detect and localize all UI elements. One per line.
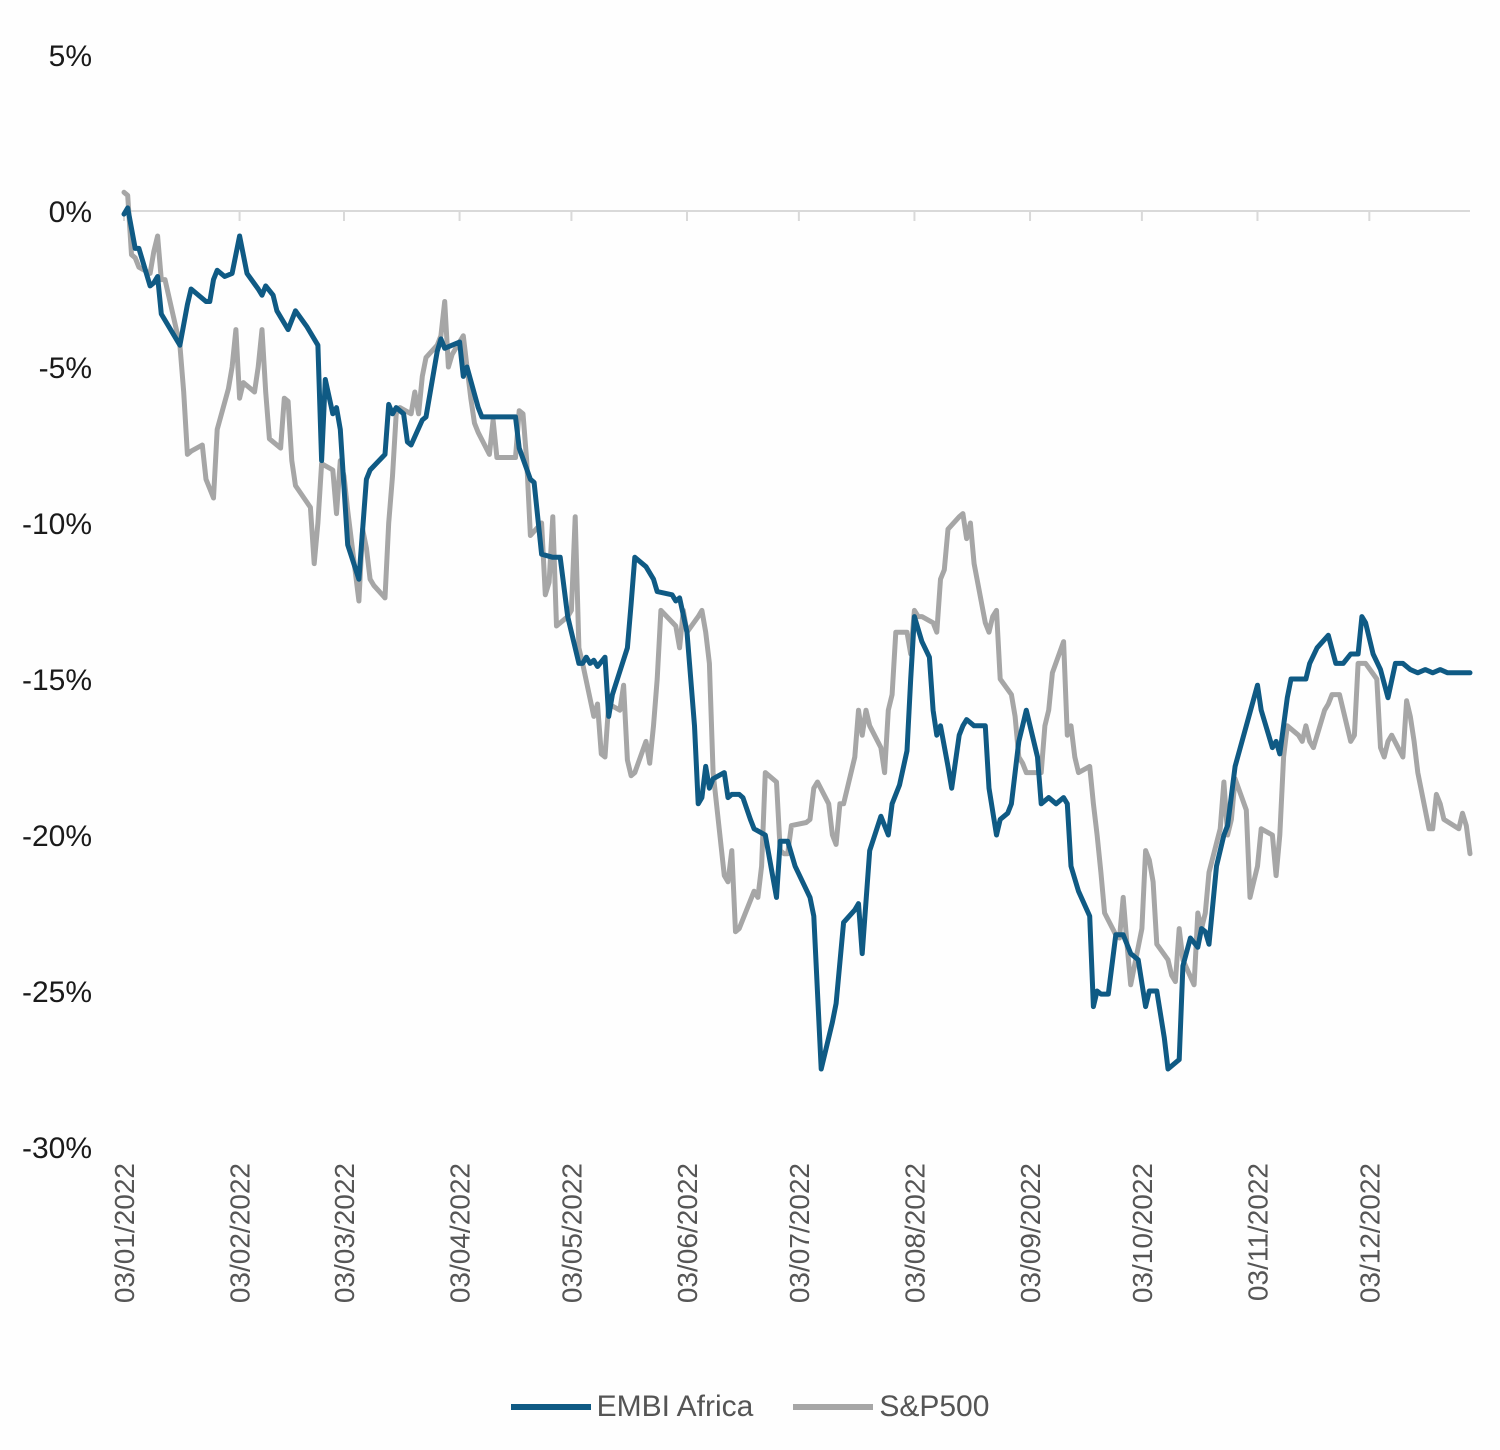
x-tick-label: 03/02/2022 [225,1163,256,1303]
legend-label-sp500: S&P500 [879,1390,990,1423]
y-tick-label: 5% [49,40,92,73]
x-tick-label: 03/07/2022 [784,1163,815,1303]
y-tick-label: 0% [49,196,92,229]
x-tick-label: 03/09/2022 [1015,1163,1046,1303]
x-tick-label: 03/11/2022 [1242,1163,1273,1301]
x-tick-label: 03/12/2022 [1354,1163,1385,1303]
y-tick-label: -15% [22,664,92,697]
series-line-embi-africa [121,205,1473,1072]
x-axis: 03/01/2022 03/02/2022 03/03/2022 03/04/2022… [109,210,1470,1303]
x-tick-label: 03/03/2022 [329,1163,360,1303]
legend-swatch-embi-africa [510,1404,591,1410]
x-tick-label: 03/04/2022 [445,1163,476,1303]
x-tick-label: 03/06/2022 [672,1163,703,1303]
legend: EMBI Africa S&P500 [0,1390,1500,1424]
y-tick-label: -30% [22,1132,92,1165]
legend-item-sp500[interactable]: S&P500 [793,1390,989,1424]
legend-label-embi-africa: EMBI Africa [596,1390,754,1423]
series-layer [121,189,1473,1072]
x-tick-label: 03/08/2022 [899,1163,930,1303]
y-tick-label: -10% [22,508,92,541]
y-tick-label: -5% [39,352,92,385]
x-tick-label: 03/10/2022 [1127,1163,1158,1303]
x-tick-label: 03/01/2022 [109,1163,140,1303]
x-tick-label: 03/05/2022 [556,1163,587,1303]
line-chart: 5%0%-5%-10%-15%-20%-25%-30% 03/01/2022 03… [22,40,1473,1303]
y-axis: 5% 0% -5% -10% -15% -20% -25% -30% [22,40,92,1165]
y-tick-label: -20% [22,820,92,853]
legend-item-embi-africa[interactable]: EMBI Africa [510,1390,754,1424]
y-tick-label: -25% [22,976,92,1009]
legend-swatch-sp500 [793,1404,874,1410]
